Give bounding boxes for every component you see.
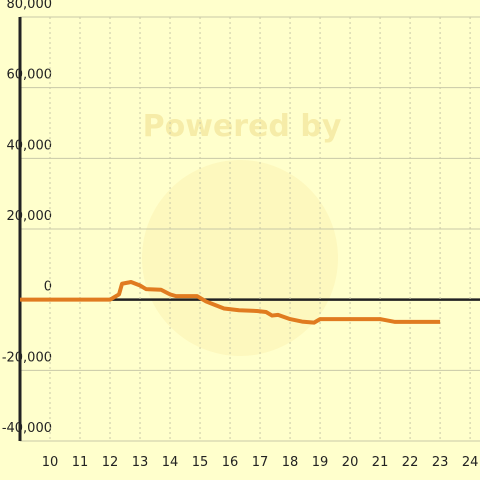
x-tick-label: 12 — [102, 455, 119, 470]
y-tick-label: 80,000 — [7, 0, 53, 12]
x-tick-label: 17 — [252, 455, 269, 470]
watermark: Powered by — [143, 109, 342, 144]
y-tick-label: 60,000 — [7, 68, 53, 83]
x-tick-label: 14 — [162, 455, 179, 470]
x-tick-label: 19 — [312, 455, 329, 470]
watermark-logo — [142, 160, 338, 356]
x-tick-label: 16 — [222, 455, 239, 470]
x-tick-label: 22 — [402, 455, 419, 470]
x-tick-label: 18 — [282, 455, 299, 470]
y-tick-label: 40,000 — [7, 138, 53, 153]
x-tick-label: 11 — [72, 455, 89, 470]
line — [20, 280, 441, 325]
x-tick-label: 10 — [42, 455, 59, 470]
x-tick-label: 21 — [372, 455, 389, 470]
x-tick-label: 20 — [342, 455, 359, 470]
y-tick-label: -20,000 — [2, 350, 52, 365]
x-tick-label: 23 — [432, 455, 449, 470]
x-tick-label: 24 — [462, 455, 479, 470]
x-tick-label: 13 — [132, 455, 149, 470]
y-tick-label: 0 — [44, 280, 52, 295]
y-tick-label: -40,000 — [2, 421, 52, 436]
y-tick-label: 20,000 — [7, 209, 53, 224]
x-tick-label: 15 — [192, 455, 209, 470]
